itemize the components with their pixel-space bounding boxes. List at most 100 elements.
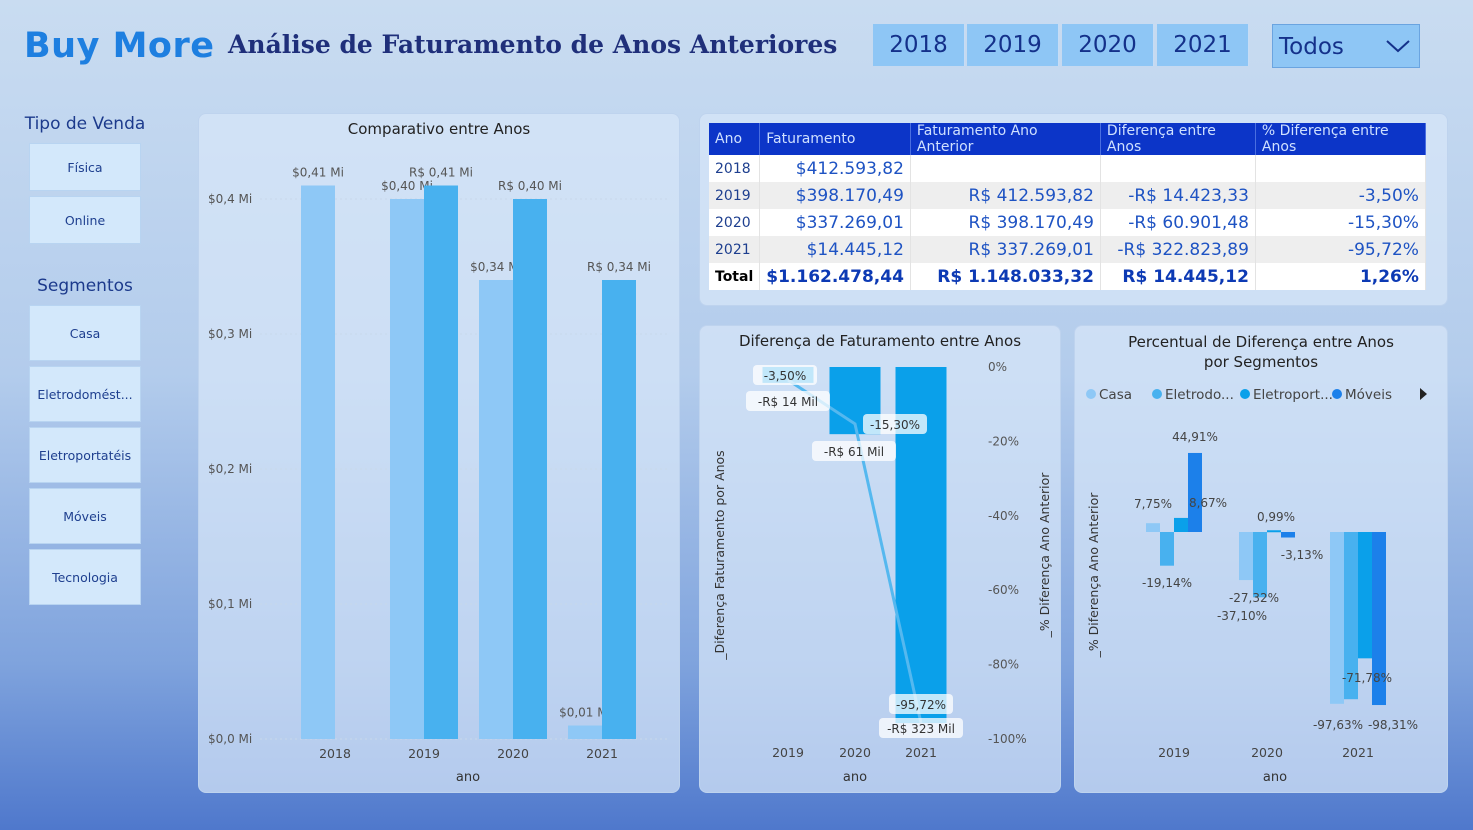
x-tick-label: 2021 [1342,745,1374,760]
table-row: 2020 $337.269,01 R$ 398.170,49 -R$ 60.90… [709,209,1426,236]
legend-label[interactable]: Casa [1099,387,1132,403]
bar-label-box [746,391,830,411]
data-label: R$ 0,34 Mi [587,260,651,274]
cell: R$ 337.269,01 [910,236,1101,263]
legend-label[interactable]: Eletroport... [1253,387,1333,403]
x-tick-label: 2021 [586,746,618,761]
bar[interactable] [568,725,602,740]
cell: R$ 412.593,82 [910,182,1101,209]
x-tick-label: 2018 [319,746,351,761]
table-row: 2019 $398.170,49 R$ 412.593,82 -R$ 14.42… [709,182,1426,209]
x-tick-label: 2020 [1251,745,1283,760]
bar[interactable] [513,199,547,739]
data-label: $0,40 Mi [381,179,433,193]
data-label: R$ 0,40 Mi [498,179,562,193]
cell: $412.593,82 [759,155,911,182]
bar[interactable] [1188,452,1202,532]
bar[interactable] [424,185,458,740]
table-header-row: Ano Faturamento Faturamento Ano Anterior… [709,123,1426,155]
chart1-title: Comparativo entre Anos [347,120,531,138]
year-filter-2020[interactable]: 2020 [1062,24,1154,66]
bar[interactable] [1146,523,1160,532]
bar[interactable] [602,280,636,739]
bar-label: -R$ 61 Mil [824,445,884,459]
slicer-moveis[interactable]: Móveis [29,488,141,544]
sale-type-heading: Tipo de Venda [24,114,146,134]
bar-label-box [879,718,963,738]
cell [1100,155,1256,182]
cell: R$ 14.445,12 [1100,263,1256,290]
slicer-tecnologia[interactable]: Tecnologia [29,549,141,605]
x-tick-label: 2019 [1158,745,1190,760]
x-tick-label: 2021 [905,745,937,760]
data-label: -71,78% [1342,671,1392,685]
cell [910,155,1101,182]
legend-marker [1152,389,1162,399]
cell: Total [709,263,761,290]
slicer-fisica[interactable]: Física [29,143,141,191]
data-label: $0,34 Mi [470,260,522,274]
legend-label[interactable]: Eletrodo... [1165,387,1234,403]
y-tick-label: $0,4 Mi [208,192,252,206]
x-tick-label: 2020 [497,746,529,761]
col-pct-diferenca[interactable]: % Diferença entre Anos [1255,123,1426,155]
slicer-online[interactable]: Online [29,196,141,244]
slicer-casa[interactable]: Casa [29,305,141,361]
legend-next-icon[interactable] [1420,388,1427,400]
table-row: 2021 $14.445,12 R$ 337.269,01 -R$ 322.82… [709,236,1426,263]
col-faturamento[interactable]: Faturamento [759,123,911,155]
col-diferenca[interactable]: Diferença entre Anos [1100,123,1256,155]
bar[interactable] [1344,532,1358,700]
y2-tick-label: -40% [988,509,1019,523]
data-label: -98,31% [1368,718,1418,732]
cell [1255,155,1426,182]
year-filter-2021[interactable]: 2021 [1157,24,1249,66]
bar[interactable] [1239,532,1253,581]
x-axis-title: ano [456,770,480,785]
chevron-down-icon [1385,25,1411,84]
year-filter-2018[interactable]: 2018 [873,24,965,66]
data-label: 7,75% [1134,497,1172,511]
slicer-eletroportateis[interactable]: Eletroportatéis [29,427,141,483]
bar[interactable] [1160,532,1174,566]
y-axis-title: _% Diferença Ano Anterior [1086,492,1101,659]
bar[interactable] [1281,532,1295,538]
cell: $1.162.478,44 [759,263,911,290]
filter-dropdown[interactable]: Todos [1272,24,1420,68]
x-axis-title: ano [843,770,867,785]
y2-axis-title: _% Diferença Ano Anterior [1037,472,1052,639]
data-label: $0,01 Mi [559,706,611,720]
y2-tick-label: -100% [988,732,1027,746]
year-filter-2019[interactable]: 2019 [967,24,1059,66]
data-label: -37,10% [1217,609,1267,623]
bar[interactable] [1330,532,1344,704]
pct-label: -15,30% [870,418,920,432]
bar[interactable] [1267,530,1281,533]
bar-label: -R$ 323 Mil [887,722,955,736]
bar[interactable] [390,199,424,739]
cell: -R$ 322.823,89 [1100,236,1256,263]
cell: $398.170,49 [759,182,911,209]
x-tick-label: 2019 [408,746,440,761]
bar[interactable] [479,280,513,739]
cell: -3,50% [1255,182,1426,209]
y-tick-label: $0,1 Mi [208,597,252,611]
chart-diferenca: 0% -20% -40% -60% -80% -100% 2019 2020 2021 -3,50… [712,360,1052,785]
cell: -95,72% [1255,236,1426,263]
bar[interactable] [1253,532,1267,598]
legend-label[interactable]: Móveis [1345,387,1392,403]
bar[interactable] [301,185,335,740]
pct-label-box [863,414,927,434]
y-tick-label: $0,3 Mi [208,327,252,341]
y-tick-label: $0,2 Mi [208,462,252,476]
col-ano[interactable]: Ano [709,123,761,155]
bar[interactable] [1174,517,1188,532]
col-faturamento-anterior[interactable]: Faturamento Ano Anterior [910,123,1101,155]
bar-label-box [812,441,896,461]
bar[interactable] [1372,532,1386,706]
bar[interactable] [1358,532,1372,659]
slicer-eletrodomesticos[interactable]: Eletrodomést... [29,366,141,422]
dropdown-value: Todos [1279,34,1344,60]
cell: 1,26% [1255,263,1426,290]
segments-heading: Segmentos [37,276,133,296]
